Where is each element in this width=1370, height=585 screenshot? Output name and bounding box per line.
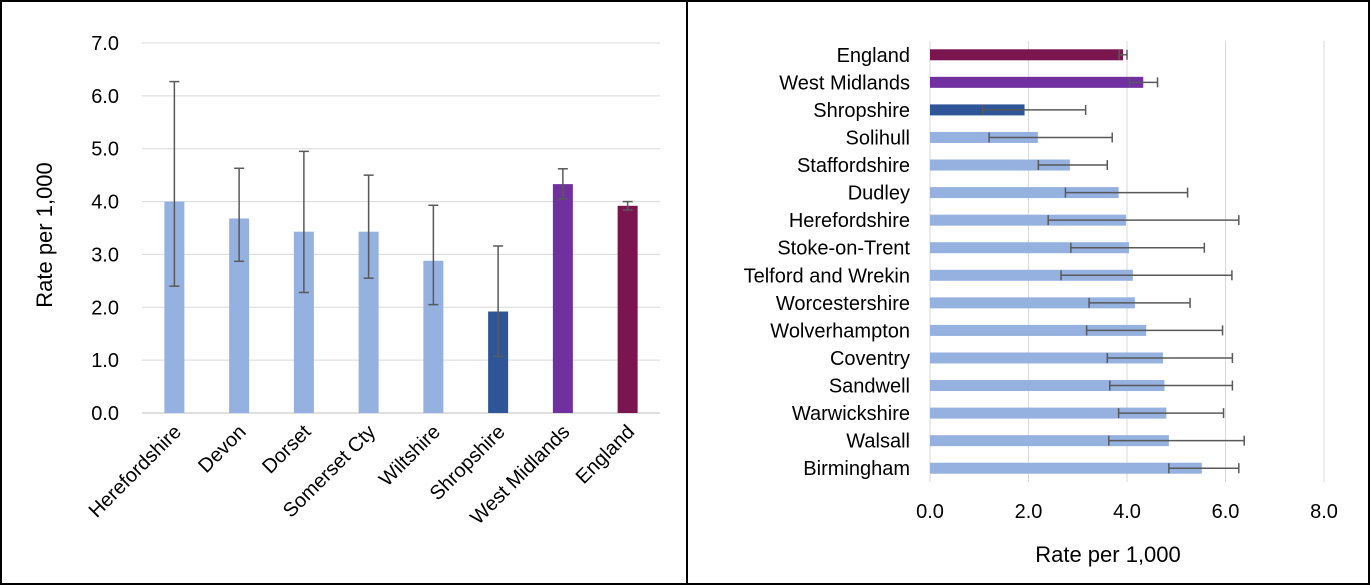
- error-bar: [622, 200, 633, 211]
- error-bar: [1168, 463, 1240, 474]
- x-tick-label: 0.0: [916, 501, 944, 523]
- error-bar: [1106, 352, 1234, 363]
- bars: [930, 49, 1202, 474]
- bar: [164, 201, 185, 413]
- bar: [930, 131, 1038, 143]
- category-label: Staffordshire: [797, 155, 910, 177]
- bar: [488, 311, 509, 413]
- error-bar: [1064, 187, 1189, 198]
- y-tick-label: 5.0: [91, 139, 119, 161]
- error-bar: [169, 80, 180, 287]
- bar: [930, 104, 1025, 116]
- y-tick-label: 6.0: [91, 86, 119, 108]
- category-label: Telford and Wrekin: [744, 265, 910, 287]
- bar: [930, 297, 1135, 309]
- error-bar: [1128, 77, 1159, 88]
- error-bar: [1109, 380, 1234, 391]
- category-label: Walsall: [846, 431, 910, 453]
- bar: [930, 269, 1133, 281]
- bar: [930, 407, 1167, 419]
- bar: [552, 184, 573, 413]
- category-label: Worcestershire: [776, 293, 910, 315]
- bar: [423, 260, 444, 413]
- error-bar: [1108, 435, 1245, 446]
- error-bar: [298, 150, 309, 294]
- error-bar: [234, 167, 245, 263]
- error-bar: [1037, 160, 1109, 171]
- y-tick-label: 4.0: [91, 192, 119, 214]
- grid-lines: [142, 42, 660, 414]
- category-label: Sandwell: [829, 376, 910, 398]
- error-bar: [428, 204, 439, 306]
- x-tick-label: 8.0: [1310, 501, 1338, 523]
- category-label: Shropshire: [813, 100, 910, 122]
- error-bars: [981, 49, 1245, 474]
- error-bar: [1047, 215, 1240, 226]
- y-tick-label: 7.0: [91, 33, 119, 55]
- bar: [930, 159, 1070, 171]
- category-label: West Midlands: [779, 72, 910, 94]
- x-tick-label: Devon: [194, 421, 250, 477]
- bar: [358, 231, 379, 413]
- error-bar: [363, 174, 374, 279]
- category-label: Herefordshire: [789, 210, 910, 232]
- category-labels: England West Midlands Shropshire Solihull St…: [744, 45, 911, 480]
- bar: [930, 380, 1165, 392]
- error-bar: [1060, 270, 1233, 281]
- bar: [930, 76, 1144, 88]
- bar: [293, 231, 314, 413]
- category-label: Coventry: [830, 348, 910, 370]
- bar: [930, 242, 1129, 254]
- category-label: Birmingham: [803, 458, 910, 480]
- horizontal-bar-chart: England West Midlands Shropshire Solihull St…: [744, 41, 1338, 567]
- bar: [930, 214, 1127, 226]
- y-tick-label: 0.0: [91, 403, 119, 425]
- category-label: Solihull: [846, 127, 910, 149]
- category-label: Dudley: [848, 183, 910, 205]
- bar: [930, 352, 1163, 364]
- bar: [930, 435, 1169, 447]
- x-axis-label: Rate per 1,000: [1035, 542, 1181, 567]
- x-tick-label: Herefordshire: [85, 421, 186, 522]
- error-bar: [1118, 49, 1128, 60]
- vertical-bar-chart: 0.0 1.0 2.0 3.0 4.0 5.0 6.0 7.0 Herefordshire De…: [32, 33, 660, 529]
- y-tick-label: 1.0: [91, 350, 119, 372]
- category-label: Warwickshire: [792, 403, 910, 425]
- bar: [930, 462, 1202, 474]
- y-axis-label: Rate per 1,000: [32, 162, 57, 308]
- left-chart-panel: 0.0 1.0 2.0 3.0 4.0 5.0 6.0 7.0 Herefordshire De…: [0, 0, 688, 585]
- bars: [164, 184, 638, 413]
- y-tick-label: 3.0: [91, 244, 119, 266]
- error-bar: [1085, 325, 1224, 336]
- bar: [229, 218, 250, 413]
- bar: [930, 324, 1147, 336]
- bar: [617, 205, 638, 413]
- x-tick-label: Dorset: [258, 421, 316, 479]
- right-chart-panel: England West Midlands Shropshire Solihull St…: [686, 0, 1370, 585]
- error-bar: [557, 168, 568, 200]
- x-tick-label: 2.0: [1015, 501, 1043, 523]
- bar: [930, 49, 1124, 61]
- error-bar: [1070, 242, 1206, 253]
- y-tick-labels: 0.0 1.0 2.0 3.0 4.0 5.0 6.0 7.0: [91, 33, 119, 425]
- error-bar: [1117, 408, 1225, 419]
- x-tick-label: England: [572, 421, 639, 488]
- y-tick-label: 2.0: [91, 297, 119, 319]
- x-tick-labels: 0.0 2.0 4.0 6.0 8.0: [916, 501, 1338, 523]
- x-tick-label: 4.0: [1113, 501, 1141, 523]
- error-bars: [169, 80, 633, 358]
- bar: [930, 187, 1119, 199]
- category-label: Wolverhampton: [770, 320, 910, 342]
- error-bar: [1088, 297, 1191, 308]
- x-tick-label: 6.0: [1212, 501, 1240, 523]
- category-label: England: [837, 45, 910, 67]
- error-bar: [493, 245, 504, 358]
- error-bar: [981, 104, 1087, 115]
- category-label: Stoke-on-Trent: [777, 238, 910, 260]
- error-bar: [988, 132, 1113, 143]
